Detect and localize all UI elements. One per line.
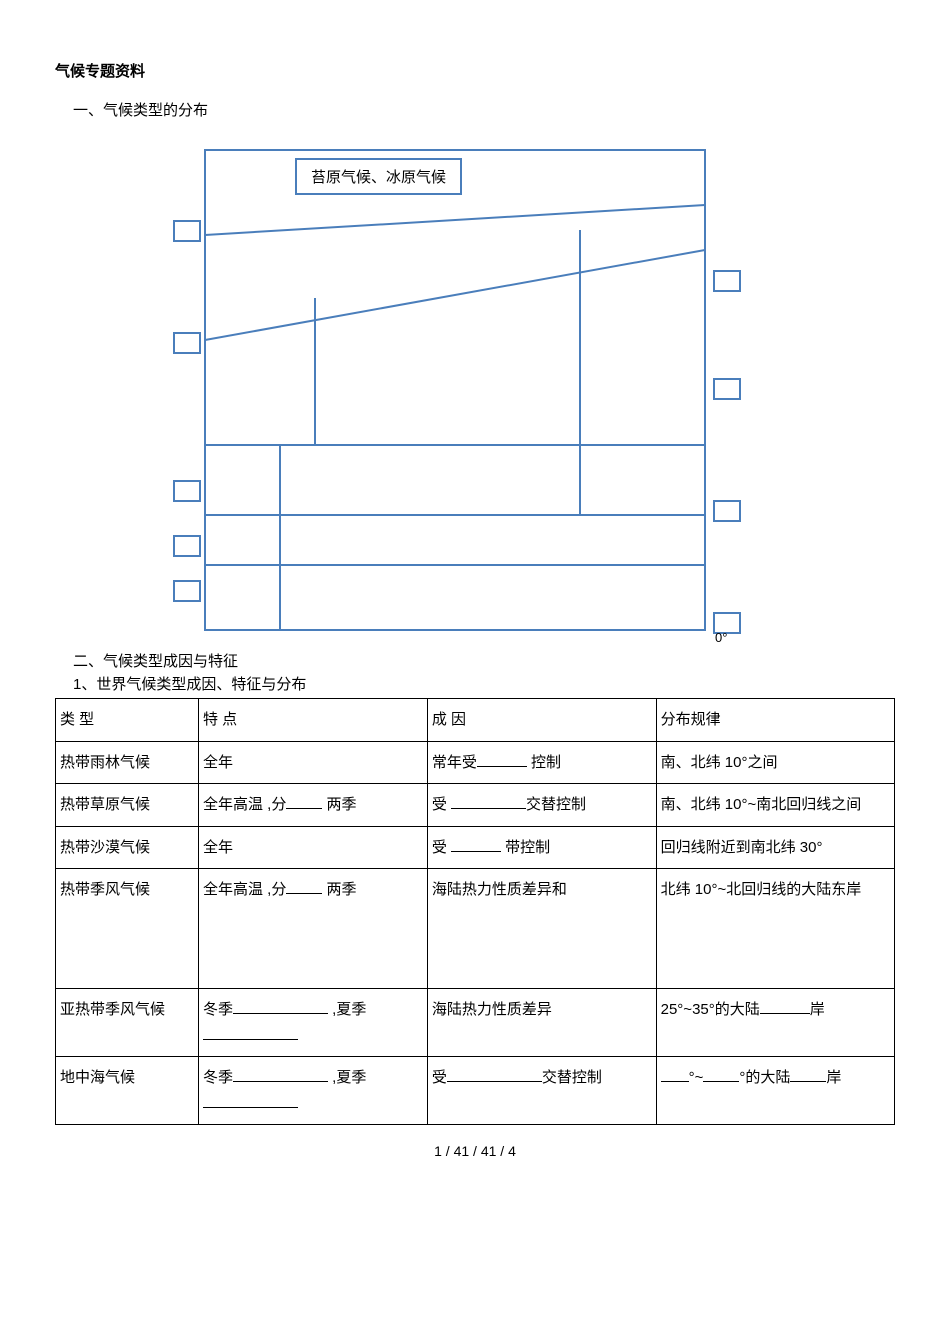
- latitude-box-left-4: [173, 535, 201, 557]
- cell-dist: 南、北纬 10°~南北回归线之间: [656, 784, 894, 827]
- diagram-top-label: 苔原气候、冰原气候: [295, 158, 462, 195]
- cell-type: 地中海气候: [56, 1057, 199, 1125]
- cell-cause: 受 交替控制: [427, 784, 656, 827]
- cell-cause: 海陆热力性质差异和: [427, 869, 656, 989]
- cell-feature: 冬季 ,夏季: [199, 989, 428, 1057]
- section-2-sub: 1、世界气候类型成因、特征与分布: [73, 673, 895, 694]
- header-distribution: 分布规律: [656, 699, 894, 742]
- latitude-box-right-3: [713, 500, 741, 522]
- cell-feature: 全年: [199, 741, 428, 784]
- climate-table: 类 型 特 点 成 因 分布规律 热带雨林气候 全年 常年受 控制 南、北纬 1…: [55, 698, 895, 1125]
- latitude-box-left-5: [173, 580, 201, 602]
- cell-type: 热带季风气候: [56, 869, 199, 989]
- page-title: 气候专题资料: [55, 60, 895, 81]
- table-header-row: 类 型 特 点 成 因 分布规律: [56, 699, 895, 742]
- latitude-box-left-2: [173, 332, 201, 354]
- table-row: 热带雨林气候 全年 常年受 控制 南、北纬 10°之间: [56, 741, 895, 784]
- diagram-svg: [135, 140, 775, 640]
- cell-cause: 受 带控制: [427, 826, 656, 869]
- latitude-box-left-3: [173, 480, 201, 502]
- cell-type: 热带雨林气候: [56, 741, 199, 784]
- cell-dist: 25°~35°的大陆岸: [656, 989, 894, 1057]
- cell-cause: 海陆热力性质差异: [427, 989, 656, 1057]
- cell-cause: 常年受 控制: [427, 741, 656, 784]
- section-1-heading: 一、气候类型的分布: [73, 99, 895, 120]
- cell-feature: 全年高温 ,分 两季: [199, 784, 428, 827]
- cell-dist: 回归线附近到南北纬 30°: [656, 826, 894, 869]
- cell-type: 热带沙漠气候: [56, 826, 199, 869]
- header-feature: 特 点: [199, 699, 428, 742]
- cell-feature: 全年高温 ,分 两季: [199, 869, 428, 989]
- section-2-heading: 二、气候类型成因与特征: [73, 650, 895, 671]
- table-row: 地中海气候 冬季 ,夏季 受交替控制 °~°的大陆岸: [56, 1057, 895, 1125]
- cell-type: 热带草原气候: [56, 784, 199, 827]
- table-row: 热带季风气候 全年高温 ,分 两季 海陆热力性质差异和 北纬 10°~北回归线的…: [56, 869, 895, 989]
- latitude-box-right-1: [713, 270, 741, 292]
- latitude-box-left-1: [173, 220, 201, 242]
- cell-cause: 受交替控制: [427, 1057, 656, 1125]
- latitude-box-right-2: [713, 378, 741, 400]
- cell-dist: °~°的大陆岸: [656, 1057, 894, 1125]
- climate-diagram: 苔原气候、冰原气候 0°: [135, 140, 775, 640]
- cell-feature: 全年: [199, 826, 428, 869]
- header-cause: 成 因: [427, 699, 656, 742]
- header-type: 类 型: [56, 699, 199, 742]
- cell-dist: 南、北纬 10°之间: [656, 741, 894, 784]
- zero-degree-label: 0°: [715, 630, 727, 645]
- table-row: 热带草原气候 全年高温 ,分 两季 受 交替控制 南、北纬 10°~南北回归线之…: [56, 784, 895, 827]
- cell-feature: 冬季 ,夏季: [199, 1057, 428, 1125]
- cell-dist: 北纬 10°~北回归线的大陆东岸: [656, 869, 894, 989]
- table-row: 热带沙漠气候 全年 受 带控制 回归线附近到南北纬 30°: [56, 826, 895, 869]
- page-footer: 1 / 41 / 41 / 4: [55, 1143, 895, 1159]
- table-row: 亚热带季风气候 冬季 ,夏季 海陆热力性质差异 25°~35°的大陆岸: [56, 989, 895, 1057]
- cell-type: 亚热带季风气候: [56, 989, 199, 1057]
